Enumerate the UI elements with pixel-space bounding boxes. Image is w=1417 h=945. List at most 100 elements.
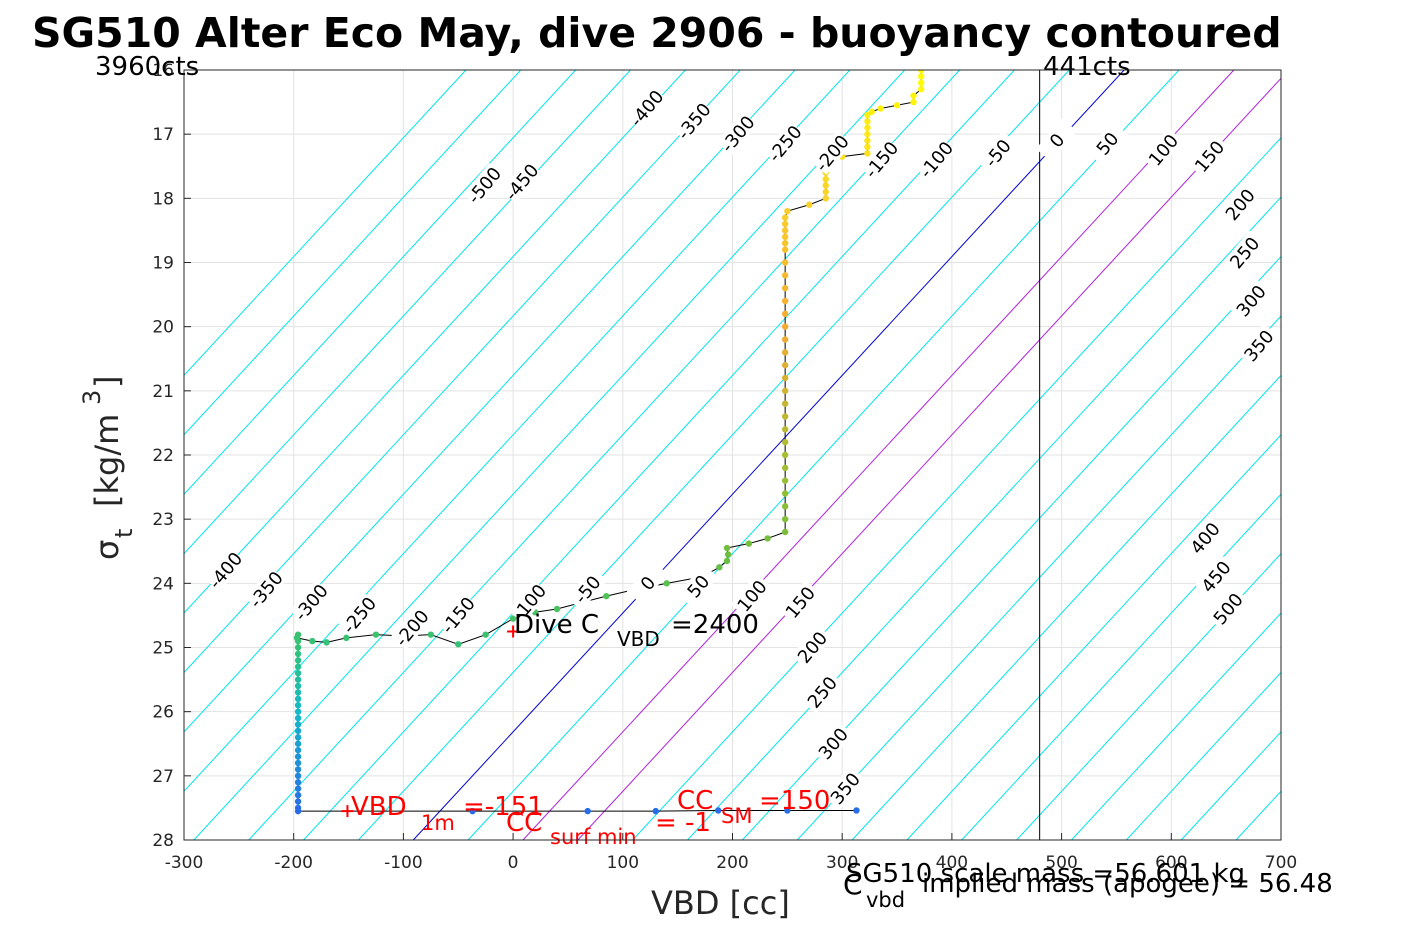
- scale-mass-text: SG510 scale mass =56.601 kg: [846, 859, 1245, 889]
- profile-point: [781, 310, 789, 318]
- cc-sm-value: =150: [759, 786, 830, 816]
- x-tick-label: 700: [1265, 853, 1297, 873]
- y-tick-label: 28: [152, 831, 174, 851]
- cc-surf-text: CC: [506, 808, 542, 838]
- contour-label-bg: [730, 573, 772, 618]
- cvbd-sub: vbd: [866, 888, 905, 912]
- profile-point: [806, 201, 813, 208]
- profile-point: [781, 477, 789, 484]
- contour-line-200: [632, 136, 1281, 840]
- cc-surf-annotation: CC surf min = -1: [506, 808, 711, 849]
- profile-point: [294, 746, 302, 754]
- contour-label-bg: [289, 580, 332, 624]
- contour-label-bg: [566, 567, 608, 611]
- contour-line-450: [906, 434, 1281, 840]
- cc-surf-value: = -1: [655, 808, 711, 838]
- contour-label-bg: [860, 137, 902, 181]
- profile-point: [893, 102, 901, 109]
- x-tick-label: 200: [716, 853, 748, 873]
- profile-point: [784, 207, 791, 215]
- profile-point: [822, 175, 829, 183]
- x-tick-label: -200: [274, 853, 313, 873]
- profile-point: [781, 374, 789, 382]
- chart-title: SG510 Alter Eco May, dive 2906 - buoyanc…: [32, 9, 1282, 57]
- y-axis-label-unit: [kg/m: [88, 414, 126, 507]
- contour-label-bg: [625, 86, 667, 130]
- profile-point: [864, 150, 871, 157]
- profile-point: [294, 714, 302, 722]
- dive-cvbd-sub: VBD: [617, 627, 660, 651]
- profile-point: [781, 214, 789, 221]
- profile-point: [294, 650, 302, 658]
- profile-point: [910, 98, 917, 106]
- x-tick-label: -100: [384, 853, 423, 873]
- vbd-1m-text: VBD: [351, 792, 407, 822]
- dive-cvbd-marker: [507, 625, 520, 638]
- profile-point: [764, 535, 771, 542]
- profile-point: [864, 118, 871, 125]
- profile-point: [294, 798, 302, 805]
- profile-point: [482, 631, 489, 638]
- profile-point: [469, 807, 476, 815]
- profile-point: [917, 79, 925, 87]
- profile-point: [781, 490, 789, 497]
- contour-line--400: [184, 70, 686, 614]
- profile-point: [294, 682, 302, 690]
- profile-point: [309, 637, 316, 645]
- profile-point: [781, 361, 789, 369]
- contour-label-bg: [824, 766, 866, 810]
- x-tick-label: 400: [936, 853, 968, 873]
- profile-point: [868, 108, 876, 115]
- profile-point: [294, 759, 302, 767]
- profile-point: [910, 92, 917, 99]
- contour-line--50: [358, 70, 1070, 840]
- vbd-1m-value: =-151: [463, 792, 544, 822]
- profile-point: [781, 426, 789, 433]
- profile-point: [781, 284, 789, 292]
- vbd-1m-sub: 1m: [421, 811, 455, 835]
- contour-line-150: [577, 77, 1281, 840]
- contour-label-bg: [204, 548, 246, 592]
- contour-label-bg: [1035, 118, 1077, 162]
- contour-label-bg: [1219, 182, 1261, 226]
- profile-point: [781, 413, 789, 420]
- contour-line-650: [1125, 671, 1281, 840]
- profile-point: [917, 70, 925, 74]
- y-tick-label: 19: [152, 254, 174, 274]
- profile-point: [864, 124, 871, 131]
- profile-point: [427, 631, 435, 638]
- left-counts-label: 3960cts: [95, 52, 199, 82]
- profile-point: [294, 740, 302, 747]
- contour-label-bg: [1086, 121, 1128, 165]
- profile-point: [294, 702, 302, 709]
- y-tick-label: 18: [152, 189, 174, 209]
- profile-point: [724, 551, 732, 558]
- y-tick-label: 17: [152, 125, 174, 145]
- profile-point: [853, 807, 860, 814]
- profile-point: [294, 785, 302, 792]
- contour-line--250: [184, 70, 851, 793]
- contour-label-bg: [763, 121, 805, 165]
- profile-point: [781, 438, 789, 446]
- contour-label-bg: [508, 580, 550, 624]
- contour-label-bg: [436, 593, 479, 637]
- profile-point: [781, 503, 789, 510]
- contour-label-bg: [791, 625, 833, 669]
- contour-label-bg: [811, 131, 853, 175]
- contour-label-bg: [716, 111, 758, 156]
- cc-surf-sub: surf min: [550, 825, 637, 849]
- profile-point: [652, 807, 659, 815]
- profile-point: [294, 772, 302, 780]
- contour-line-100: [522, 70, 1235, 840]
- y-tick-label: 16: [152, 61, 174, 81]
- vbd-1m-marker: [341, 805, 354, 818]
- x-tick-label: 100: [607, 853, 639, 873]
- y-axis-label-sub: t: [110, 529, 138, 538]
- y-tick-label: 24: [152, 574, 174, 594]
- profile-point: [455, 641, 462, 648]
- profile-point: [781, 240, 789, 247]
- y-axis-label-sup: 3: [78, 390, 106, 405]
- profile-point: [781, 451, 789, 459]
- profile-point: [294, 779, 302, 786]
